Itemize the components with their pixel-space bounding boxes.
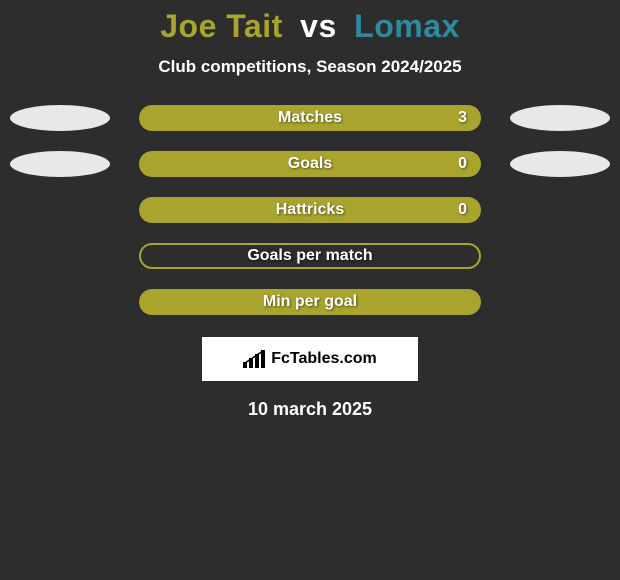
brand-badge[interactable]: FcTables.com [202, 337, 418, 381]
stat-bar: Goals per match [139, 243, 481, 269]
player2-marker [510, 151, 610, 177]
stat-label: Goals per match [247, 247, 372, 265]
stat-bar: Min per goal [139, 289, 481, 315]
stat-bar: Hattricks 0 [139, 197, 481, 223]
vs-label: vs [300, 8, 337, 44]
stat-row-matches: Matches 3 [0, 105, 620, 131]
page-title: Joe Tait vs Lomax [0, 8, 620, 45]
player-1-name: Joe Tait [160, 8, 283, 44]
stat-row-min-per-goal: Min per goal [0, 289, 620, 315]
stat-value: 0 [458, 155, 467, 173]
player1-marker [10, 151, 110, 177]
stat-bar: Matches 3 [139, 105, 481, 131]
stat-value: 3 [458, 109, 467, 127]
player1-marker [10, 105, 110, 131]
stat-row-goals-per-match: Goals per match [0, 243, 620, 269]
date-label: 10 march 2025 [0, 399, 620, 420]
player2-marker [510, 105, 610, 131]
stat-label: Min per goal [263, 293, 357, 311]
stat-row-hattricks: Hattricks 0 [0, 197, 620, 223]
stat-label: Hattricks [276, 201, 344, 219]
comparison-card: Joe Tait vs Lomax Club competitions, Sea… [0, 0, 620, 420]
stats-list: Matches 3 Goals 0 Hattricks 0 Goals per … [0, 105, 620, 315]
bars-icon [243, 350, 265, 368]
player-2-name: Lomax [354, 8, 460, 44]
stat-value: 0 [458, 201, 467, 219]
stat-bar: Goals 0 [139, 151, 481, 177]
stat-row-goals: Goals 0 [0, 151, 620, 177]
stat-label: Matches [278, 109, 342, 127]
brand-text: FcTables.com [271, 350, 377, 368]
stat-label: Goals [288, 155, 332, 173]
subtitle: Club competitions, Season 2024/2025 [0, 57, 620, 77]
